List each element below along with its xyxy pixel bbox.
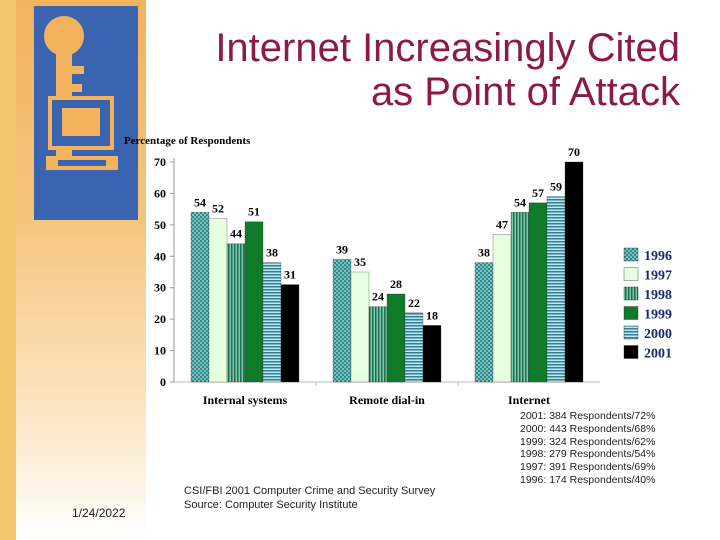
title-line-1: Internet Increasingly Cited (215, 26, 680, 70)
bar-value-label: 70 (568, 145, 580, 159)
bar-1996-1 (332, 259, 352, 383)
respondent-line: 2001: 384 Respondents/72% (520, 410, 656, 422)
bar-value-label: 39 (336, 242, 348, 256)
bar-2000-0 (262, 262, 282, 383)
title-line-2: as Point of Attack (370, 70, 680, 114)
bar-value-label: 52 (212, 202, 224, 216)
bar-1997-0 (208, 218, 228, 383)
bar-value-label: 57 (532, 186, 544, 200)
source-line-1: CSI/FBI 2001 Computer Crime and Security… (184, 485, 436, 497)
bar-1999-0 (244, 221, 264, 383)
legend-key-1998 (623, 286, 639, 301)
respondent-line: 2000: 443 Respondents/68% (520, 422, 656, 435)
bar-1999-2 (528, 202, 548, 383)
bar-value-label: 38 (266, 246, 278, 260)
legend-key-2001 (623, 345, 639, 359)
bar-2001-0 (280, 284, 300, 383)
legend-label: 2001 (644, 347, 672, 362)
x-category-label: Internal systems (203, 393, 288, 407)
x-category-label: Internet (508, 393, 550, 407)
respondent-line: 1996: 174 Respondents/40% (520, 473, 656, 486)
chart-legend: 1996 1997 1998 1999 2000 2001 (623, 247, 672, 362)
source-note: CSI/FBI 2001 Computer Crime and Security… (184, 484, 435, 512)
legend-label: 1998 (644, 288, 672, 303)
bar-2000-1 (404, 312, 424, 383)
legend-label: 1999 (644, 308, 672, 323)
bar-1999-1 (386, 293, 406, 383)
bar-1997-1 (350, 271, 370, 383)
bar-1998-2 (510, 212, 530, 383)
y-tick-label: 70 (154, 155, 166, 169)
legend-key-1999 (623, 306, 639, 320)
bar-value-label: 22 (408, 296, 420, 310)
bar-2001-2 (564, 161, 584, 383)
legend-key-2000 (623, 325, 639, 340)
legend-label: 1996 (644, 249, 672, 264)
slide-title: Internet Increasingly Cited as Point of … (140, 26, 680, 114)
computer-key-logo-icon (34, 6, 138, 220)
y-tick-label: 10 (154, 344, 166, 358)
bar-chart: Percentage of Respondents 0 10 20 30 40 50 60 7… (124, 135, 600, 407)
source-line-2: Source: Computer Security Institute (184, 499, 358, 511)
bar-value-label: 51 (248, 205, 260, 219)
bar-value-label: 38 (478, 246, 490, 260)
bar-value-label: 54 (514, 195, 526, 209)
bar-value-label: 31 (284, 268, 296, 282)
bar-value-label: 54 (194, 195, 206, 209)
slide-date: 1/24/2022 (72, 506, 126, 520)
bar-value-label: 35 (354, 255, 366, 269)
y-tick-label: 60 (154, 186, 166, 200)
respondents-list: 2001: 384 Respondents/72% 2000: 443 Respo… (520, 410, 655, 487)
y-tick-label: 20 (154, 312, 166, 326)
y-tick-label: 30 (154, 281, 166, 295)
legend-label: 2000 (644, 327, 672, 342)
y-tick-label: 0 (160, 375, 166, 389)
bar-1998-0 (226, 243, 246, 383)
bar-value-label: 59 (550, 180, 562, 194)
bar-value-label: 28 (390, 277, 402, 291)
bar-value-label: 44 (230, 227, 242, 241)
bar-value-label: 18 (426, 308, 438, 322)
legend-key-1996 (623, 247, 639, 262)
bar-1997-2 (492, 234, 512, 383)
legend-label: 1997 (644, 269, 672, 284)
legend-key-1997 (623, 267, 639, 281)
y-tick-label: 50 (154, 218, 166, 232)
y-tick-label: 40 (154, 249, 166, 263)
bar-1996-2 (474, 262, 494, 383)
respondent-line: 1999: 324 Respondents/62% (520, 435, 656, 448)
respondent-line: 1998: 279 Respondents/54% (520, 448, 656, 461)
bar-2000-2 (546, 196, 566, 383)
bar-1998-1 (368, 306, 388, 383)
bar-2001-1 (422, 325, 442, 383)
bar-1996-0 (190, 212, 210, 383)
side-accent-bar (0, 0, 16, 540)
bar-value-label: 47 (496, 217, 508, 231)
x-category-label: Remote dial-in (349, 393, 425, 407)
bar-value-label: 24 (372, 290, 384, 304)
respondent-line: 1997: 391 Respondents/69% (520, 461, 656, 474)
y-axis-title: Percentage of Respondents (124, 135, 251, 147)
